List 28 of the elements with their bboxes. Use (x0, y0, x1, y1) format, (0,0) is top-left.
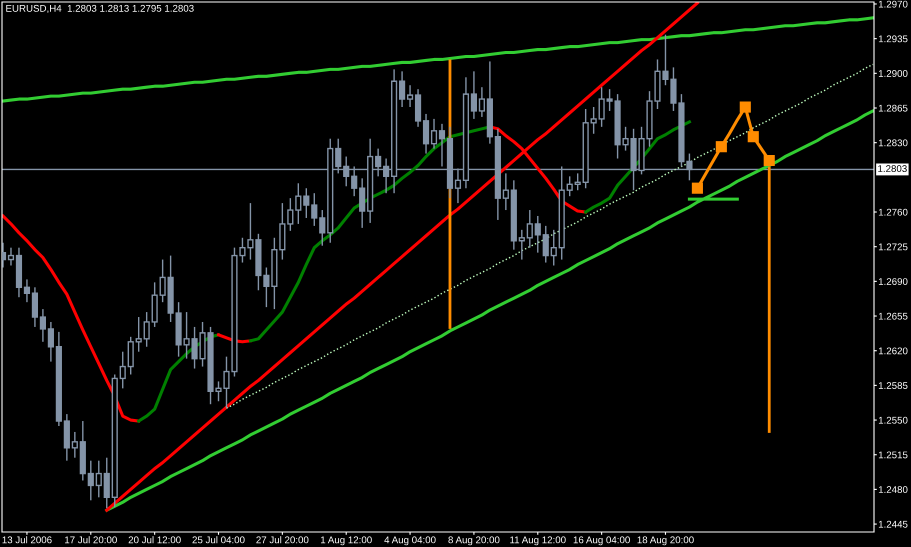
y-tick-label: 1.2480 (878, 486, 908, 494)
x-tick-label: 18 Aug 20:00 (638, 536, 694, 546)
y-tick-label: 1.2550 (878, 416, 908, 424)
x-tick-label: 16 Aug 04:00 (574, 536, 630, 546)
y-tick-label: 1.2760 (878, 208, 908, 216)
y-tick-label: 1.2655 (878, 312, 908, 320)
y-tick-label: 1.2620 (878, 347, 908, 354)
x-tick-label: 20 Jul 12:00 (128, 536, 181, 544)
y-tick-label: 1.2830 (878, 139, 908, 146)
x-tick-label: 13 Jul 2006 (2, 536, 52, 544)
y-tick-label: 1.2970 (878, 0, 908, 8)
annotation: EURUSD,H4 1.2803 1.2813 1.2795 1.2803 (6, 4, 194, 13)
y-tick-label: 1.2900 (878, 70, 908, 77)
x-tick-label: 8 Aug 20:00 (448, 536, 500, 546)
y-tick-label: 1.2585 (878, 382, 908, 389)
x-tick-label: 1 Aug 12:00 (321, 536, 372, 546)
x-tick-label: 17 Jul 20:00 (65, 536, 117, 544)
y-tick-label: 1.2690 (878, 278, 908, 285)
y-tick-label: 1.2935 (878, 35, 908, 42)
x-tick-label: 25 Jul 04:00 (192, 536, 245, 544)
y-tick-label: 1.2515 (878, 451, 908, 458)
ref-line-label: 1.2803 (878, 165, 907, 172)
y-tick-label: 1.2725 (878, 243, 908, 250)
y-tick-label: 1.2865 (878, 104, 908, 112)
x-tick-label: 27 Jul 20:00 (256, 536, 308, 544)
x-tick-label: 11 Aug 12:00 (510, 536, 566, 546)
y-tick-label: 1.2445 (878, 520, 908, 528)
x-tick-label: 4 Aug 04:00 (384, 536, 436, 546)
